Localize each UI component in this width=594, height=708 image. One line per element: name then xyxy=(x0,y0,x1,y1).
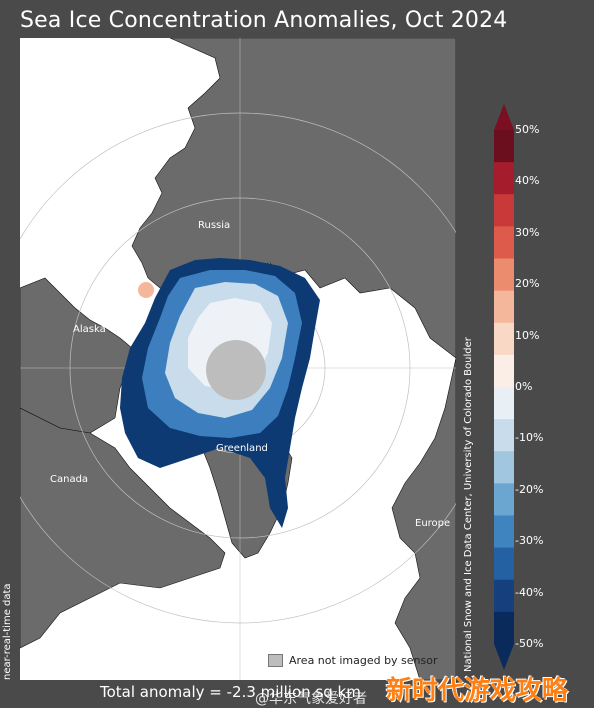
watermark: @华东气象爱好者 xyxy=(255,691,367,707)
colorbar-tick-label: -30% xyxy=(515,534,544,548)
colorbar-tick-label: 40% xyxy=(515,174,540,188)
colorbar-cell xyxy=(494,547,514,581)
colorbar-tick-label: -20% xyxy=(515,482,544,496)
label-europe: Europe xyxy=(415,518,451,529)
colorbar-tick-label: 0% xyxy=(515,380,533,393)
colorbar-tick-label: 30% xyxy=(515,225,540,239)
colorbar-tick-label: 10% xyxy=(515,328,540,342)
colorbar-cell xyxy=(494,419,514,452)
colorbar-cell xyxy=(494,515,514,549)
colorbar-cell xyxy=(494,162,514,195)
ice-anomaly-positive xyxy=(138,282,154,298)
colorbar-cell xyxy=(494,387,514,420)
colorbar-cell xyxy=(494,354,514,388)
colorbar-tick-label: -40% xyxy=(515,585,544,599)
colorbar-bottom-arrow xyxy=(494,644,514,670)
colorbar-cell xyxy=(494,322,514,356)
colorbar-tick-label: -10% xyxy=(515,431,544,445)
map-panel: Russia Alaska Greenland Canada Europe xyxy=(20,38,456,680)
colorbar-cell xyxy=(494,290,514,324)
legend-label: Area not imaged by sensor xyxy=(289,654,438,667)
colorbar-cell xyxy=(494,194,514,227)
sensor-legend: Area not imaged by sensor xyxy=(268,654,438,667)
map-title: Sea Ice Concentration Anomalies, Oct 202… xyxy=(20,8,508,33)
label-greenland: Greenland xyxy=(216,443,268,454)
arctic-map xyxy=(20,38,456,680)
colorbar-cell xyxy=(494,579,514,613)
colorbar-top-arrow xyxy=(494,104,514,130)
colorbar-cell xyxy=(494,226,514,259)
label-alaska: Alaska xyxy=(73,324,106,335)
stamp: 新时代游戏攻略 xyxy=(386,676,569,706)
colorbar-cell xyxy=(494,130,514,163)
land-canada xyxy=(20,407,226,649)
colorbar-cell xyxy=(494,483,514,516)
pole-hole xyxy=(206,340,266,400)
label-canada: Canada xyxy=(50,474,89,485)
near-real-time-label: near-real-time data xyxy=(2,583,13,680)
colorbar-tick-label: 20% xyxy=(515,277,540,291)
colorbar-tick-label: 50% xyxy=(515,123,540,136)
source-credit: National Snow and Ice Data Center, Unive… xyxy=(463,337,474,672)
legend-swatch-icon xyxy=(268,654,283,667)
colorbar-cell xyxy=(494,258,514,292)
colorbar-cell xyxy=(494,611,514,645)
label-russia: Russia xyxy=(198,220,231,231)
colorbar-cell xyxy=(494,451,514,484)
total-anomaly: Total anomaly = -2.3 million sq km xyxy=(100,683,361,701)
colorbar xyxy=(494,104,514,670)
colorbar-tick-label: -50% xyxy=(515,637,544,650)
